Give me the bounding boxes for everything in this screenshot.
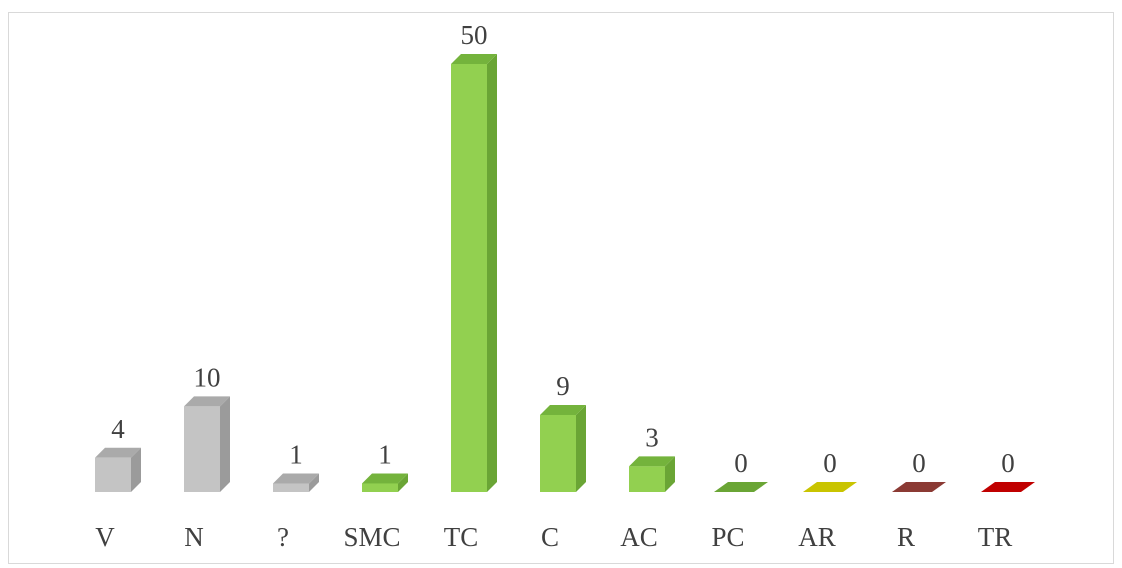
bar-side-v xyxy=(131,447,141,492)
data-label-ar: 0 xyxy=(823,448,837,478)
tick-label-r: R xyxy=(897,522,915,552)
data-label-pc: 0 xyxy=(734,448,748,478)
bar-front-tc xyxy=(451,64,487,492)
data-label-r: 0 xyxy=(912,448,926,478)
tick-label-v: V xyxy=(95,522,115,552)
bar-top-tc xyxy=(451,54,497,64)
bar-front-c xyxy=(540,414,576,492)
bar-smc xyxy=(362,473,408,492)
data-label-ac: 3 xyxy=(645,422,659,452)
tick-label-tr: TR xyxy=(978,522,1013,552)
tick-label-ar: AR xyxy=(798,522,836,552)
tick-label-n: N xyxy=(184,522,204,552)
tick-label-ac: AC xyxy=(620,522,658,552)
bar-side-smc xyxy=(398,473,408,492)
bar-flat-tr xyxy=(981,482,1035,492)
data-label-tr: 0 xyxy=(1001,448,1015,478)
data-label-unknown: 1 xyxy=(289,439,303,469)
data-label-tc: 50 xyxy=(461,20,488,50)
bar-front-smc xyxy=(362,483,398,492)
bar-side-n xyxy=(220,396,230,492)
data-label-c: 9 xyxy=(556,371,570,401)
bar-pc xyxy=(714,482,768,492)
bar-ac xyxy=(629,456,675,492)
bar-front-n xyxy=(184,406,220,492)
bar-flat-ar xyxy=(803,482,857,492)
tick-label-unknown: ? xyxy=(277,522,289,552)
bar-unknown xyxy=(273,473,319,492)
bar-r xyxy=(892,482,946,492)
bar-top-c xyxy=(540,404,586,415)
bar-side-c xyxy=(576,404,586,492)
bar-tc xyxy=(451,54,497,492)
bar-side-unknown xyxy=(309,473,319,492)
bar-side-tc xyxy=(487,54,497,492)
data-label-n: 10 xyxy=(194,362,221,392)
bar-top-n xyxy=(184,396,230,407)
bar-ar xyxy=(803,482,857,492)
bar-top-v xyxy=(95,447,141,458)
data-label-v: 4 xyxy=(111,414,125,444)
bar-n xyxy=(184,396,230,492)
bar-c xyxy=(540,404,586,492)
tick-label-pc: PC xyxy=(711,522,744,552)
bar-top-unknown xyxy=(273,473,319,484)
bar-front-ac xyxy=(629,466,665,492)
data-label-smc: 1 xyxy=(378,439,392,469)
bar-side-ac xyxy=(665,456,675,492)
bar-top-smc xyxy=(362,473,408,484)
bar-top-ac xyxy=(629,456,675,467)
bar-flat-r xyxy=(892,482,946,492)
tick-label-c: C xyxy=(541,522,559,552)
bar-v xyxy=(95,447,141,492)
bar-flat-pc xyxy=(714,482,768,492)
tick-label-tc: TC xyxy=(444,522,479,552)
bar-tr xyxy=(981,482,1035,492)
tick-label-smc: SMC xyxy=(343,522,400,552)
bar-front-v xyxy=(95,457,131,492)
bar-front-unknown xyxy=(273,483,309,492)
